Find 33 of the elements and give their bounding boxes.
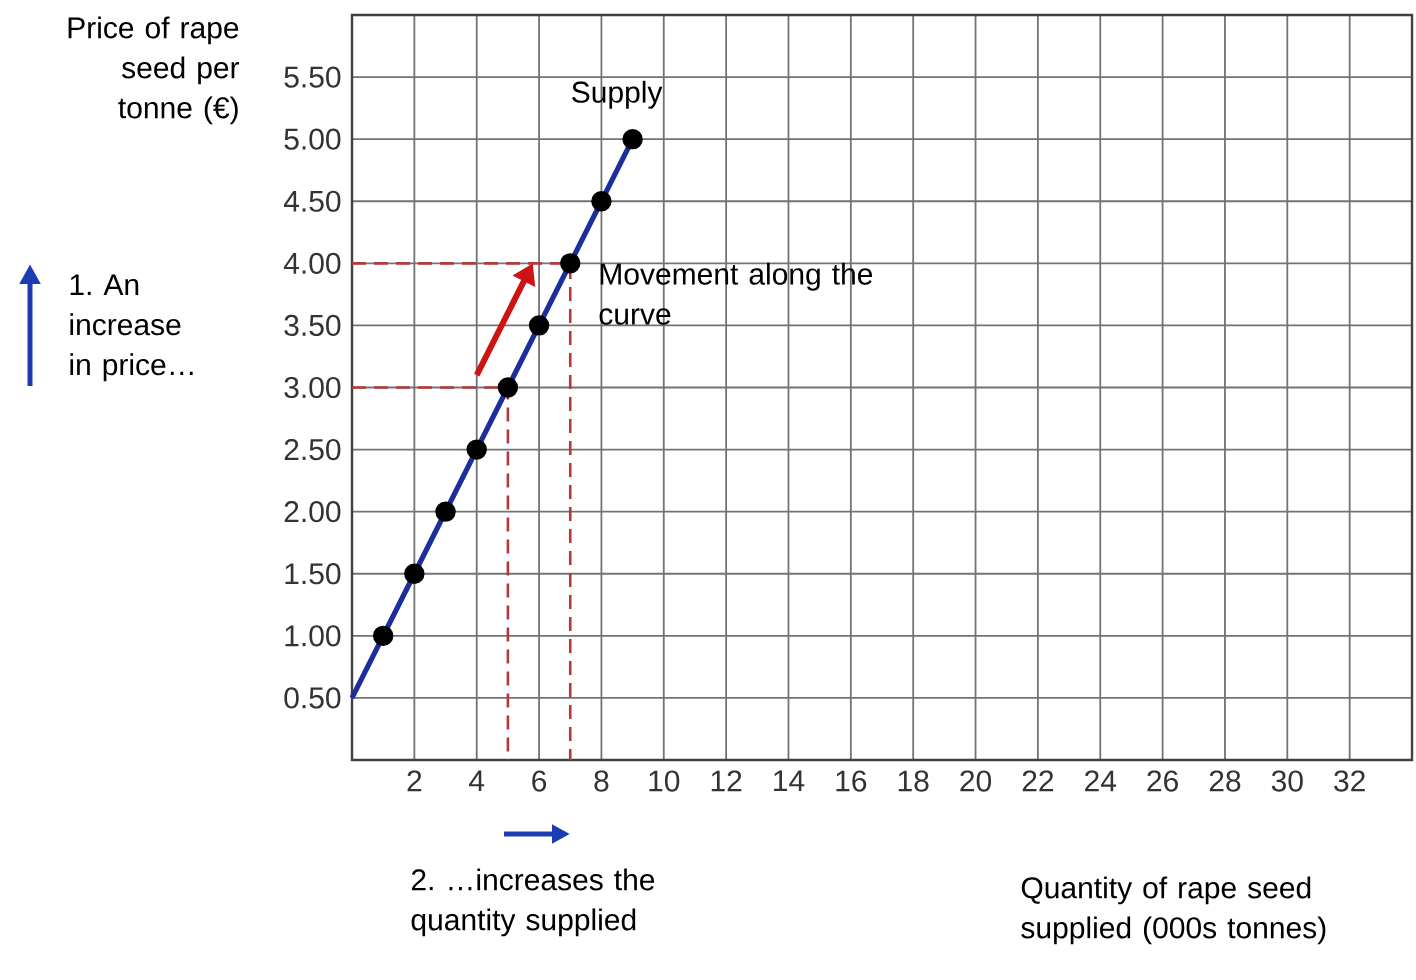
x-tick-label: 12 (711, 770, 742, 792)
y-tick-label: 2.00 (284, 501, 341, 523)
x-tick-label: 28 (1209, 770, 1241, 792)
x-tick-label: 4 (469, 770, 485, 792)
x-tick-label: 6 (532, 770, 547, 792)
y-tick-label: 3.00 (284, 376, 341, 399)
x-tick-label: 22 (1022, 770, 1054, 792)
y-tick-label: 5.50 (284, 66, 341, 88)
x-tick-label: 30 (1271, 770, 1303, 792)
x-tick-label: 18 (898, 770, 929, 792)
y-tick-label: 4.50 (283, 190, 341, 212)
x-tick-label: 20 (960, 770, 992, 792)
y-tick-label: 1.00 (285, 625, 341, 647)
x-tick-label: 10 (649, 770, 680, 792)
series-label: Supply (572, 80, 663, 109)
y-tick-label: 1.50 (285, 563, 341, 585)
y-tick-label: 2.50 (284, 438, 341, 461)
x-tick-label: 24 (1085, 770, 1117, 792)
x-tick-label: 16 (836, 770, 867, 792)
x-tick-label: 2 (407, 770, 422, 792)
y-tick-label: 4.00 (283, 252, 341, 274)
x-tick-label: 14 (774, 770, 805, 792)
annotation: Movement along the curve (599, 262, 873, 325)
x-tick-label: 26 (1147, 770, 1178, 792)
y-tick-label: 3.50 (284, 314, 341, 337)
x-axis-title: Quantity of rape seed supplied (000s tonnes) (1021, 876, 1326, 945)
x-tick-label: 32 (1334, 770, 1365, 792)
x-tick-label: 8 (594, 770, 609, 792)
y-tick-label: 0.50 (284, 687, 341, 709)
y-tick-label: 5.00 (284, 128, 341, 150)
text: 1. An increase in price… (70, 274, 193, 382)
text: 2. …increases the quantity supplied (411, 868, 655, 937)
y-axis-title: Price of rape seed per tonne (€) (68, 16, 240, 125)
